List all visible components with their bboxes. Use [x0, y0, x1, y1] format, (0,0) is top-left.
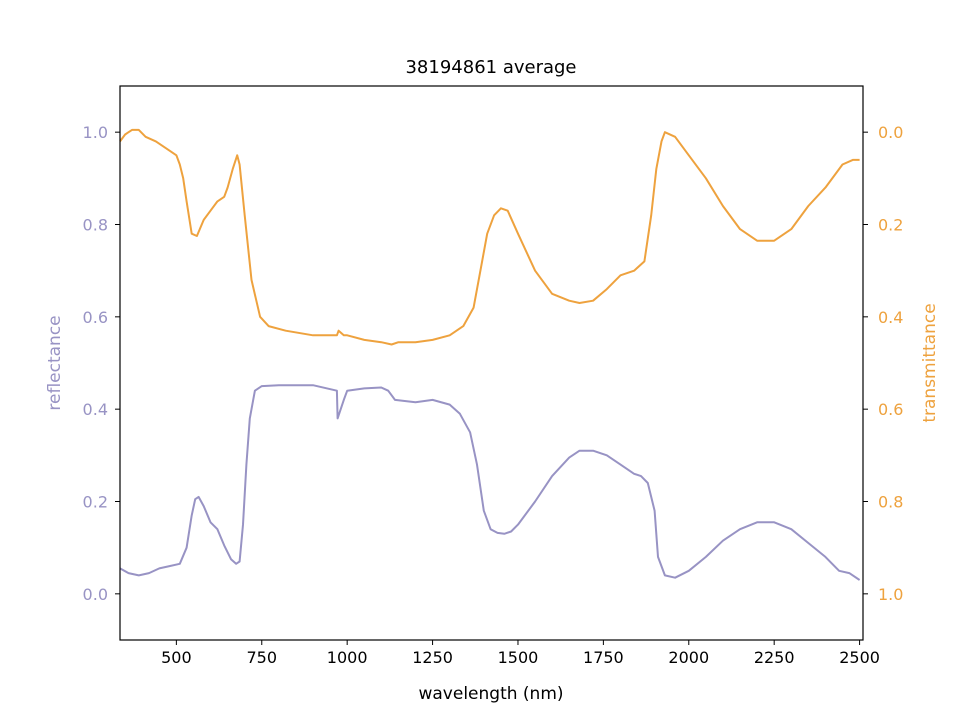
right-y-tick-label: 0.2 [878, 216, 903, 235]
left-y-tick-label: 0.2 [83, 493, 108, 512]
chart-title: 38194861 average [405, 57, 576, 78]
x-tick-label: 1000 [327, 648, 368, 667]
x-tick-label: 500 [161, 648, 192, 667]
x-tick-label: 2250 [754, 648, 795, 667]
x-axis: 500 750 1000 1250 1500 1750 2000 2250 2500 [161, 640, 880, 667]
x-tick-label: 1250 [412, 648, 453, 667]
x-tick-label: 1500 [498, 648, 539, 667]
x-tick-label: 1750 [583, 648, 624, 667]
left-y-tick-label: 0.8 [83, 216, 108, 235]
x-tick-label: 2500 [839, 648, 880, 667]
plot-frame [119, 85, 864, 641]
left-y-tick-label: 1.0 [83, 123, 108, 142]
right-y-tick-label: 0.6 [878, 400, 903, 419]
left-y-tick-label: 0.6 [83, 308, 108, 327]
left-y-tick-label: 0.4 [83, 400, 108, 419]
x-tick-label: 750 [246, 648, 277, 667]
series-layer [119, 128, 861, 581]
reflectance-line [119, 384, 861, 581]
left-y-axis: 0.0 0.2 0.4 0.6 0.8 1.0 [83, 123, 120, 604]
right-y-axis-label: transmittance [920, 303, 940, 422]
right-y-tick-label: 0.8 [878, 493, 903, 512]
transmittance-line [119, 128, 860, 346]
right-y-tick-label: 0.0 [878, 123, 903, 142]
left-y-axis-label: reflectance [45, 315, 65, 410]
x-tick-label: 2000 [668, 648, 709, 667]
right-y-axis: 0.0 0.2 0.4 0.6 0.8 1.0 [863, 123, 903, 604]
right-y-tick-label: 0.4 [878, 308, 903, 327]
x-axis-label: wavelength (nm) [418, 684, 563, 704]
left-y-tick-label: 0.0 [83, 585, 108, 604]
right-y-tick-label: 1.0 [878, 585, 903, 604]
